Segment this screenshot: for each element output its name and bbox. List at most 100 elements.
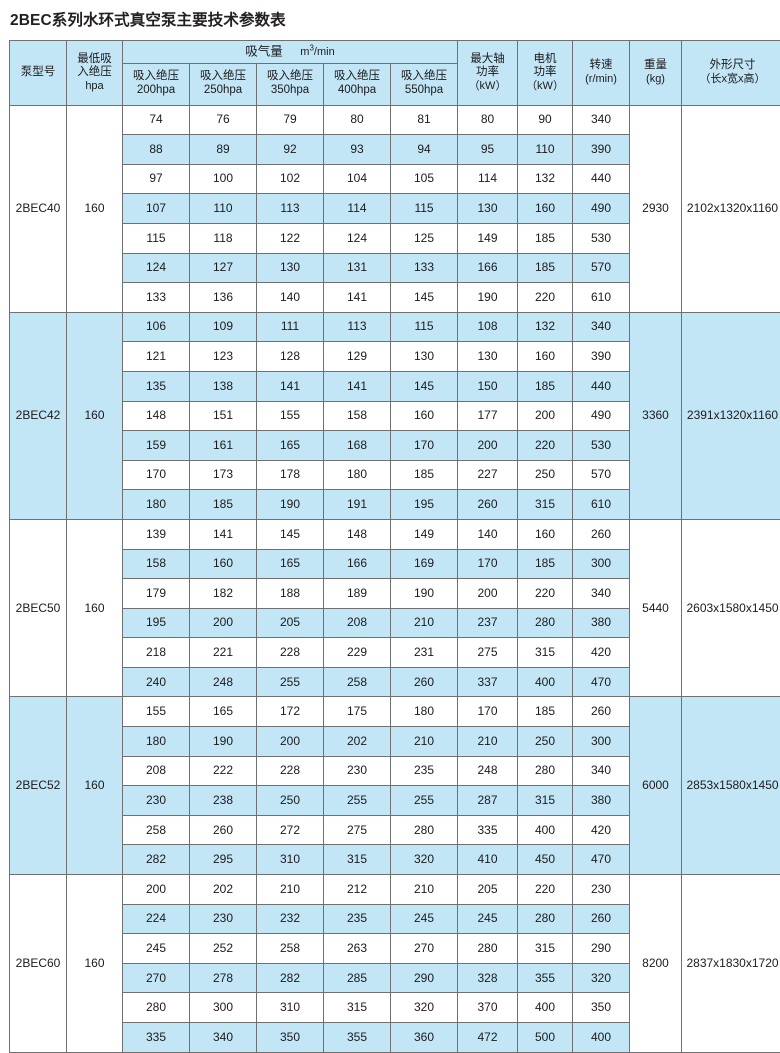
header-weight-line1: 重量 xyxy=(644,59,667,71)
cell-capacity-200hpa: 200 xyxy=(123,875,190,905)
header-max-shaft-power-line1: 最大轴 xyxy=(470,53,505,65)
cell-capacity-400hpa: 175 xyxy=(324,697,391,727)
cell-motor-power: 200 xyxy=(518,401,573,431)
header-min-suction-pressure-line2: 入绝压 xyxy=(77,66,112,78)
cell-max-shaft-power: 170 xyxy=(458,697,518,727)
cell-capacity-400hpa: 191 xyxy=(324,490,391,520)
cell-speed: 260 xyxy=(573,904,630,934)
cell-capacity-350hpa: 310 xyxy=(257,993,324,1023)
cell-motor-power: 220 xyxy=(518,875,573,905)
cell-motor-power: 220 xyxy=(518,579,573,609)
cell-max-shaft-power: 108 xyxy=(458,312,518,342)
cell-min-suction-pressure: 160 xyxy=(67,312,123,519)
cell-capacity-200hpa: 135 xyxy=(123,371,190,401)
cell-capacity-250hpa: 110 xyxy=(190,194,257,224)
cell-capacity-200hpa: 106 xyxy=(123,312,190,342)
header-capacity-group-label: 吸气量 xyxy=(245,44,283,58)
cell-capacity-550hpa: 160 xyxy=(391,401,458,431)
cell-capacity-550hpa: 115 xyxy=(391,312,458,342)
cell-capacity-550hpa: 260 xyxy=(391,667,458,697)
cell-capacity-550hpa: 170 xyxy=(391,431,458,461)
cell-max-shaft-power: 150 xyxy=(458,371,518,401)
cell-capacity-350hpa: 200 xyxy=(257,727,324,757)
header-min-suction-pressure: 最低吸 入绝压 hpa xyxy=(67,40,123,105)
cell-capacity-550hpa: 180 xyxy=(391,697,458,727)
cell-capacity-400hpa: 315 xyxy=(324,845,391,875)
cell-capacity-550hpa: 145 xyxy=(391,283,458,313)
cell-speed: 570 xyxy=(573,460,630,490)
cell-capacity-250hpa: 221 xyxy=(190,638,257,668)
cell-capacity-200hpa: 155 xyxy=(123,697,190,727)
cell-weight: 6000 xyxy=(630,697,682,875)
cell-capacity-550hpa: 235 xyxy=(391,756,458,786)
cell-capacity-250hpa: 127 xyxy=(190,253,257,283)
cell-capacity-200hpa: 282 xyxy=(123,845,190,875)
cell-capacity-350hpa: 102 xyxy=(257,164,324,194)
cell-capacity-350hpa: 350 xyxy=(257,1023,324,1053)
header-max-shaft-power: 最大轴 功率 （kW） xyxy=(458,40,518,105)
cell-capacity-350hpa: 128 xyxy=(257,342,324,372)
cell-motor-power: 250 xyxy=(518,727,573,757)
cell-motor-power: 110 xyxy=(518,135,573,165)
cell-motor-power: 500 xyxy=(518,1023,573,1053)
cell-min-suction-pressure: 160 xyxy=(67,697,123,875)
cell-speed: 320 xyxy=(573,963,630,993)
cell-pump-model: 2BEC52 xyxy=(10,697,67,875)
cell-speed: 400 xyxy=(573,1023,630,1053)
cell-motor-power: 185 xyxy=(518,253,573,283)
cell-capacity-400hpa: 285 xyxy=(324,963,391,993)
cell-capacity-350hpa: 205 xyxy=(257,608,324,638)
cell-speed: 380 xyxy=(573,786,630,816)
cell-capacity-200hpa: 88 xyxy=(123,135,190,165)
cell-capacity-350hpa: 178 xyxy=(257,460,324,490)
cell-capacity-350hpa: 282 xyxy=(257,963,324,993)
cell-capacity-350hpa: 113 xyxy=(257,194,324,224)
cell-speed: 490 xyxy=(573,194,630,224)
cell-max-shaft-power: 190 xyxy=(458,283,518,313)
cell-capacity-250hpa: 190 xyxy=(190,727,257,757)
cell-capacity-250hpa: 230 xyxy=(190,904,257,934)
cell-capacity-550hpa: 320 xyxy=(391,993,458,1023)
cell-capacity-550hpa: 125 xyxy=(391,223,458,253)
cell-capacity-550hpa: 94 xyxy=(391,135,458,165)
cell-capacity-400hpa: 255 xyxy=(324,786,391,816)
cell-capacity-350hpa: 130 xyxy=(257,253,324,283)
cell-capacity-250hpa: 138 xyxy=(190,371,257,401)
cell-capacity-550hpa: 290 xyxy=(391,963,458,993)
cell-capacity-400hpa: 158 xyxy=(324,401,391,431)
cell-capacity-350hpa: 232 xyxy=(257,904,324,934)
cell-capacity-400hpa: 80 xyxy=(324,105,391,135)
cell-capacity-200hpa: 208 xyxy=(123,756,190,786)
header-dimensions-line1: 外形尺寸 xyxy=(710,59,756,71)
cell-capacity-350hpa: 79 xyxy=(257,105,324,135)
header-capacity-200hpa-line1: 吸入绝压 xyxy=(133,70,179,82)
cell-capacity-250hpa: 89 xyxy=(190,135,257,165)
cell-speed: 490 xyxy=(573,401,630,431)
cell-capacity-550hpa: 210 xyxy=(391,727,458,757)
cell-speed: 530 xyxy=(573,431,630,461)
cell-capacity-350hpa: 255 xyxy=(257,667,324,697)
cell-capacity-200hpa: 180 xyxy=(123,490,190,520)
cell-speed: 570 xyxy=(573,253,630,283)
header-capacity-200hpa: 吸入绝压 200hpa xyxy=(123,63,190,105)
cell-max-shaft-power: 280 xyxy=(458,934,518,964)
cell-capacity-350hpa: 272 xyxy=(257,815,324,845)
cell-dimensions: 2853x1580x1450 xyxy=(682,697,780,875)
cell-capacity-200hpa: 158 xyxy=(123,549,190,579)
cell-capacity-250hpa: 340 xyxy=(190,1023,257,1053)
cell-capacity-200hpa: 139 xyxy=(123,519,190,549)
cell-motor-power: 400 xyxy=(518,667,573,697)
cell-capacity-250hpa: 295 xyxy=(190,845,257,875)
cell-capacity-550hpa: 133 xyxy=(391,253,458,283)
cell-motor-power: 315 xyxy=(518,490,573,520)
cell-dimensions: 2102x1320x1160 xyxy=(682,105,780,312)
cell-capacity-550hpa: 169 xyxy=(391,549,458,579)
cell-motor-power: 400 xyxy=(518,815,573,845)
cell-motor-power: 185 xyxy=(518,549,573,579)
cell-speed: 300 xyxy=(573,549,630,579)
cell-speed: 440 xyxy=(573,164,630,194)
